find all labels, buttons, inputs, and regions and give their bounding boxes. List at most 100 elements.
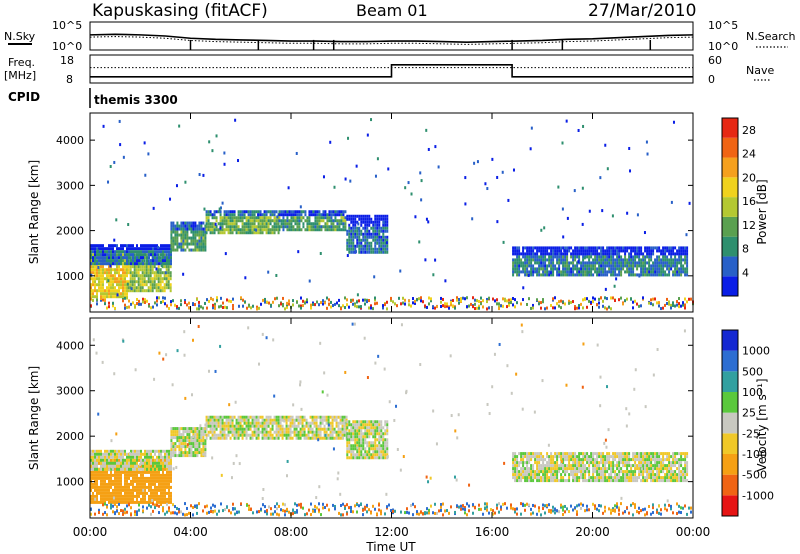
power-cell bbox=[328, 216, 331, 220]
power-echo bbox=[130, 287, 133, 291]
power-cell bbox=[292, 213, 295, 217]
power-cell bbox=[114, 277, 116, 281]
velocity-cell bbox=[307, 421, 310, 425]
power-cell bbox=[131, 265, 134, 269]
power-cell bbox=[354, 247, 357, 251]
power-noise bbox=[580, 302, 582, 306]
power-noise bbox=[602, 299, 604, 303]
power-noise bbox=[188, 306, 190, 310]
power-cell bbox=[636, 264, 639, 268]
velocity-cell bbox=[289, 424, 292, 428]
velocity-cell bbox=[542, 470, 545, 474]
power-cell bbox=[122, 253, 124, 257]
power-cell bbox=[378, 241, 381, 245]
power-echo bbox=[588, 209, 591, 213]
velocity-cell bbox=[305, 436, 308, 440]
power-echo bbox=[672, 120, 675, 124]
power-cell bbox=[676, 270, 679, 274]
power-cell bbox=[137, 271, 140, 275]
velocity-cell bbox=[327, 418, 330, 422]
velocity-cell bbox=[104, 470, 106, 474]
power-cell bbox=[596, 273, 599, 277]
power-cell bbox=[574, 246, 577, 250]
velocity-cell bbox=[148, 482, 150, 486]
power-cell bbox=[516, 252, 519, 256]
velocity-cell bbox=[176, 439, 179, 443]
velocity-cell bbox=[374, 423, 377, 427]
power-noise bbox=[226, 298, 228, 302]
velocity-cell bbox=[321, 427, 324, 431]
power-noise bbox=[500, 304, 502, 308]
power-cell bbox=[114, 268, 116, 272]
power-cell bbox=[650, 255, 653, 259]
power-echo bbox=[561, 207, 564, 211]
velocity-cell bbox=[108, 497, 110, 501]
velocity-cell bbox=[341, 427, 344, 431]
power-cell bbox=[145, 280, 148, 284]
power-cell bbox=[346, 214, 349, 218]
velocity-cell bbox=[136, 491, 138, 495]
velocity-cell bbox=[321, 421, 324, 425]
power-cell bbox=[102, 256, 104, 260]
velocity-cell bbox=[544, 467, 547, 471]
power-cell bbox=[552, 270, 555, 274]
velocity-cell bbox=[520, 470, 523, 474]
power-cell bbox=[370, 220, 373, 224]
power-cell bbox=[192, 227, 195, 231]
power-cell bbox=[174, 236, 177, 240]
velocity-cell bbox=[253, 424, 256, 428]
power-cell bbox=[308, 225, 311, 229]
power-cell bbox=[522, 246, 525, 250]
power-cell bbox=[618, 246, 621, 250]
power-cell bbox=[198, 221, 201, 225]
power-cell bbox=[630, 249, 633, 253]
velocity-cell bbox=[335, 415, 338, 419]
velocity-cell bbox=[138, 491, 140, 495]
velocity-cell bbox=[162, 476, 164, 480]
velocity-cell bbox=[114, 491, 116, 495]
power-cell bbox=[358, 250, 361, 254]
velocity-cell bbox=[102, 458, 104, 462]
power-cell bbox=[664, 249, 667, 253]
power-cell bbox=[680, 270, 683, 274]
velocity-cell bbox=[94, 482, 96, 486]
velocity-cell bbox=[552, 455, 555, 459]
velocity-cell bbox=[122, 470, 124, 474]
power-cell bbox=[656, 249, 659, 253]
power-cell bbox=[524, 273, 527, 277]
power-noise bbox=[682, 303, 684, 307]
power-cell bbox=[680, 258, 683, 262]
power-cell bbox=[90, 265, 92, 269]
velocity-cell bbox=[550, 458, 553, 462]
power-cell bbox=[229, 231, 232, 235]
power-cell bbox=[544, 249, 547, 253]
power-cell bbox=[164, 262, 166, 266]
velocity-cell bbox=[311, 427, 314, 431]
power-noise bbox=[220, 296, 222, 300]
velocity-cell bbox=[158, 458, 160, 462]
velocity-cell bbox=[202, 445, 205, 449]
power-noise bbox=[498, 307, 500, 311]
velocity-cell bbox=[122, 500, 124, 504]
velocity-cell bbox=[122, 494, 124, 498]
power-cell bbox=[364, 223, 367, 227]
velocity-cell bbox=[124, 449, 126, 453]
power-noise bbox=[632, 306, 634, 310]
velocity-cell bbox=[350, 426, 353, 430]
velocity-cell bbox=[213, 421, 216, 425]
power-echo bbox=[102, 124, 105, 128]
power-noise bbox=[496, 298, 498, 302]
power-cell bbox=[352, 223, 355, 227]
velocity-cell bbox=[227, 415, 230, 419]
power-cell bbox=[578, 270, 581, 274]
power-cell bbox=[574, 258, 577, 262]
power-cell bbox=[133, 283, 136, 287]
power-cell bbox=[278, 213, 281, 217]
velocity-cell bbox=[126, 464, 128, 468]
power-cell bbox=[136, 253, 138, 257]
power-cell bbox=[124, 250, 126, 254]
velocity-cell bbox=[227, 433, 230, 437]
power-cell bbox=[630, 264, 633, 268]
power-cell bbox=[382, 247, 385, 251]
power-cell bbox=[102, 271, 104, 275]
